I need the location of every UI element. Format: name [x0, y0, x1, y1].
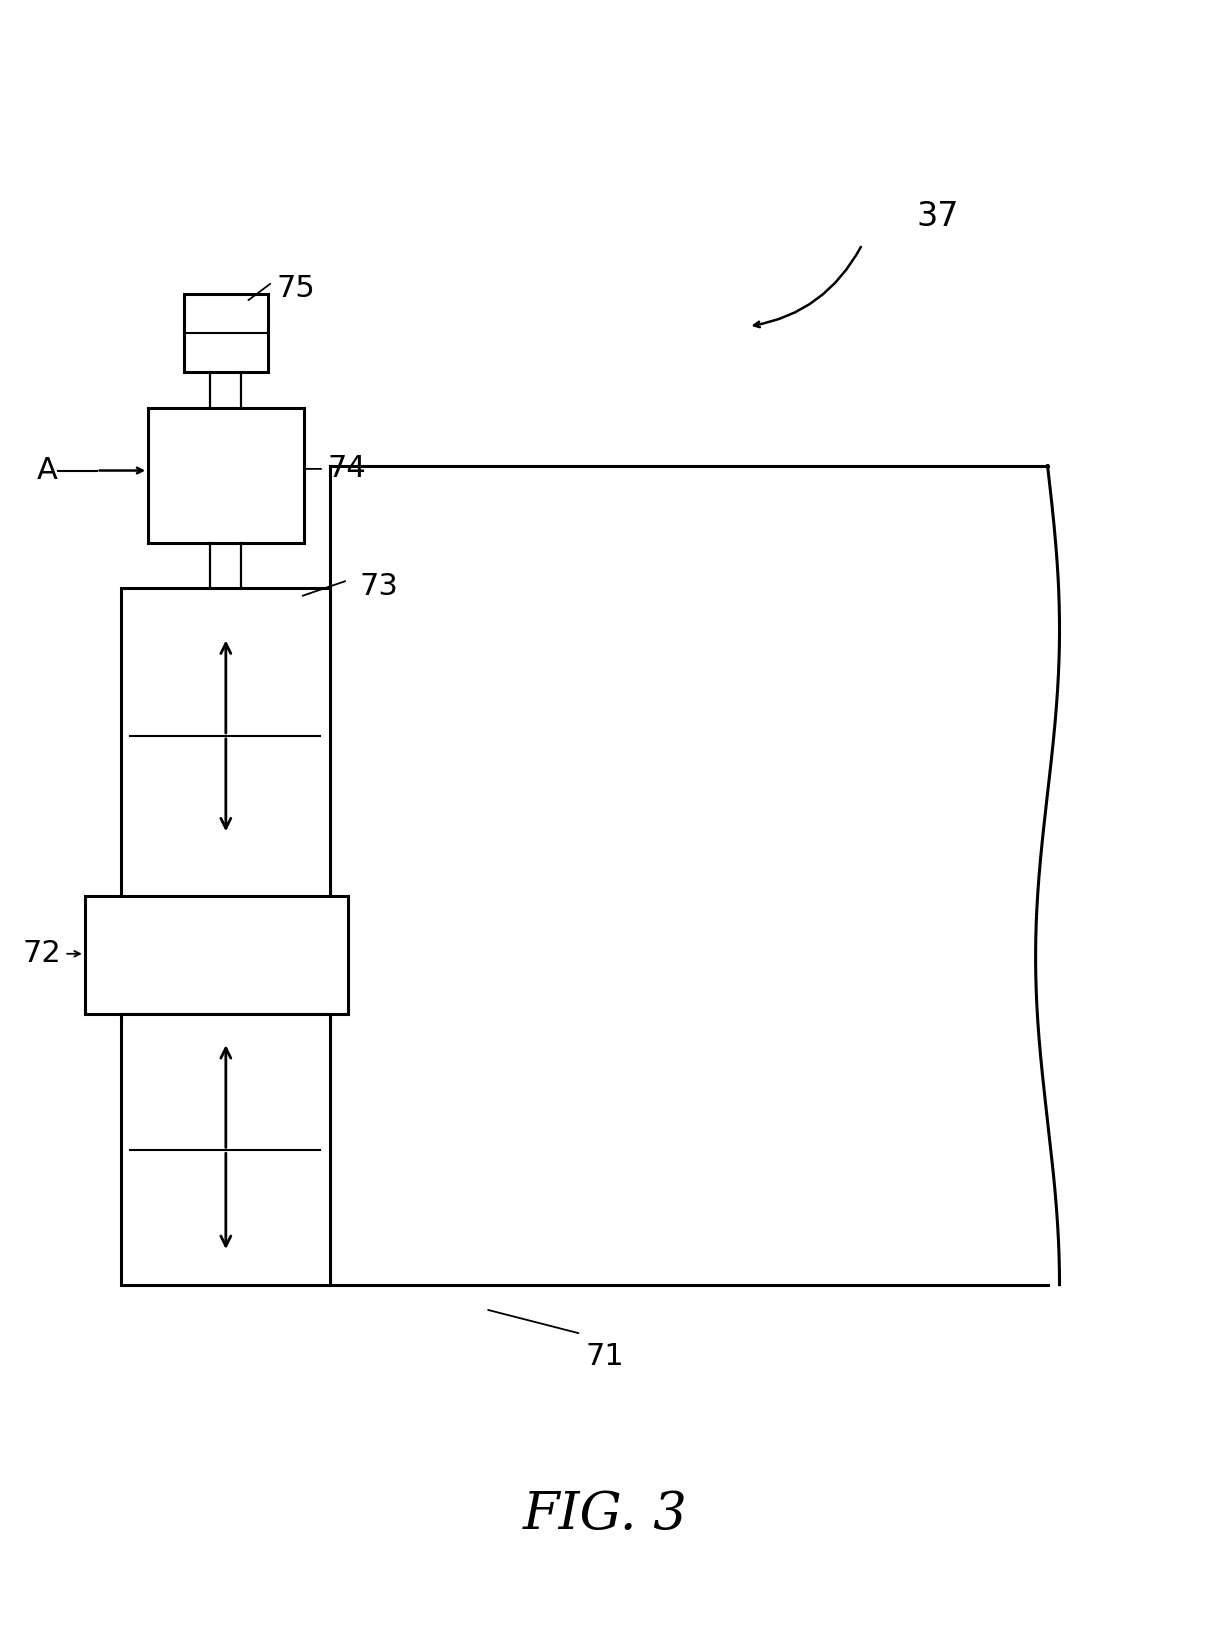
Bar — [148, 408, 304, 542]
Text: 75: 75 — [276, 274, 315, 302]
Bar — [85, 897, 347, 1014]
Bar — [121, 1014, 330, 1285]
Bar — [184, 294, 267, 372]
Text: FIG. 3: FIG. 3 — [523, 1488, 687, 1540]
Text: 72: 72 — [22, 940, 60, 968]
Text: 71: 71 — [586, 1341, 624, 1371]
Text: 37: 37 — [916, 200, 958, 233]
Text: 73: 73 — [359, 572, 398, 601]
Text: 74: 74 — [328, 454, 367, 484]
Text: A: A — [36, 456, 58, 486]
Bar — [121, 588, 330, 909]
